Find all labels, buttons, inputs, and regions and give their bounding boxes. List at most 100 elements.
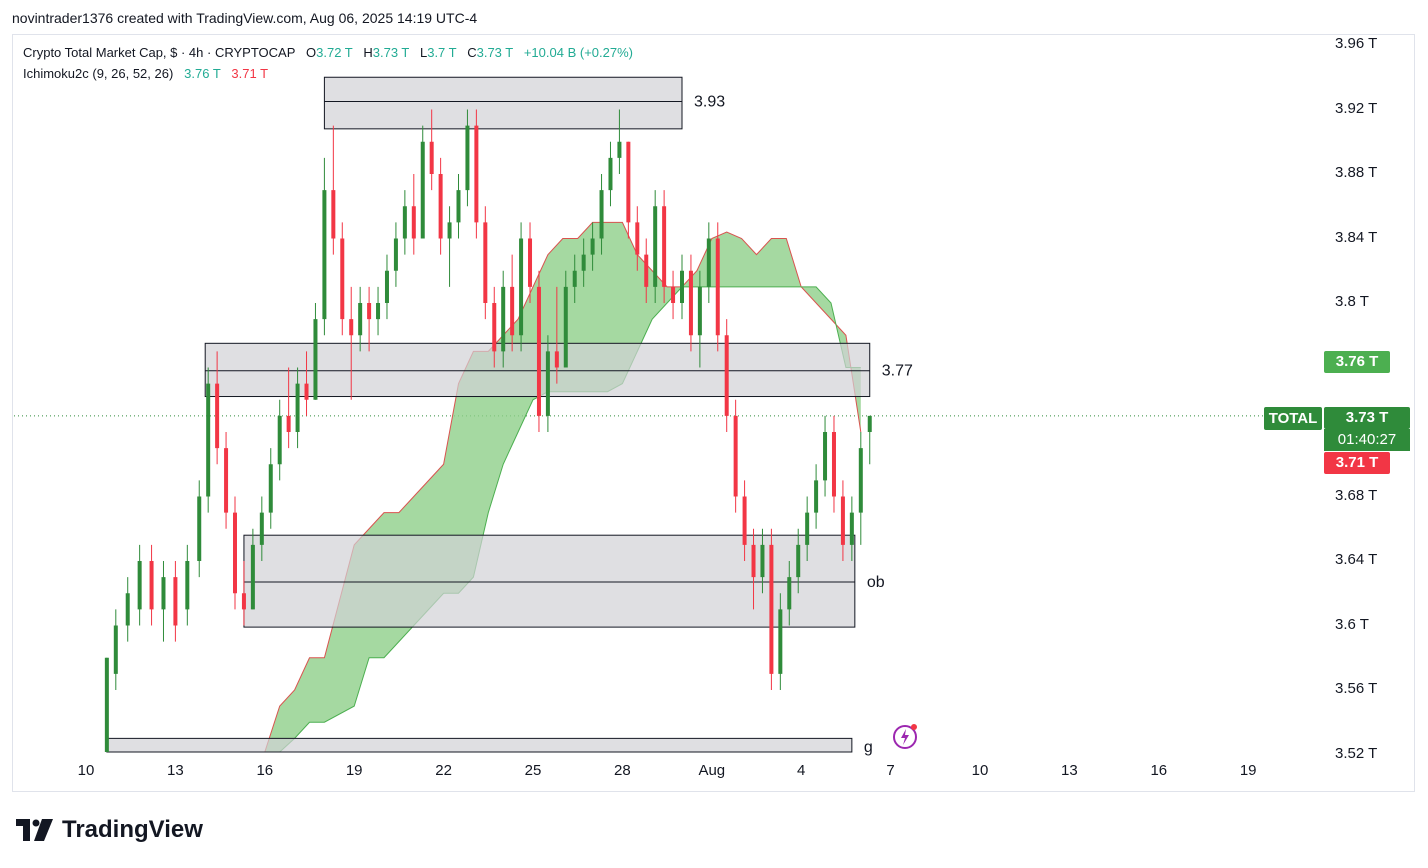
tradingview-logo[interactable]: TradingView — [16, 816, 203, 844]
close-label: C — [467, 45, 477, 60]
candle-58 — [644, 238, 649, 303]
candle-47 — [545, 335, 550, 432]
price-axis-label: 3.6 T — [1335, 615, 1369, 633]
candle-64 — [697, 270, 702, 368]
candle-72 — [769, 528, 774, 690]
candle-body — [295, 383, 300, 432]
candle-5 — [161, 561, 166, 642]
candle-body — [456, 190, 461, 223]
candle-62 — [680, 254, 684, 320]
lightning-icon[interactable] — [892, 722, 920, 750]
candle-body — [224, 448, 229, 513]
candle-body — [215, 383, 220, 449]
candle-body — [474, 125, 479, 223]
candle-body — [331, 190, 336, 239]
candle-38 — [465, 109, 470, 207]
candle-body — [429, 141, 434, 174]
candle-83 — [867, 415, 872, 465]
candle-body — [581, 254, 586, 271]
candles-layer — [104, 109, 872, 752]
candle-65 — [706, 222, 711, 303]
symbol-legend[interactable]: Crypto Total Market Cap, $ · 4h · CRYPTO… — [23, 45, 633, 60]
price-axis-label: 3.8 T — [1335, 293, 1369, 310]
candle-body — [724, 335, 729, 416]
candle-body — [206, 383, 211, 497]
candle-60 — [662, 190, 667, 303]
candle-34 — [429, 109, 434, 191]
candle-body — [680, 270, 684, 303]
candle-body — [733, 415, 738, 497]
symbol-tag: TOTAL — [1264, 407, 1322, 430]
zone-box-3 — [106, 737, 853, 753]
candle-body — [447, 222, 452, 239]
candle-body — [814, 480, 819, 513]
candle-body — [688, 270, 693, 336]
candle-body — [173, 577, 178, 626]
candle-32 — [411, 174, 416, 255]
candle-45 — [528, 222, 533, 303]
candle-10 — [215, 351, 220, 465]
candle-body — [769, 544, 774, 674]
candle-11 — [224, 432, 229, 529]
candle-23 — [331, 125, 336, 255]
candle-body — [554, 351, 559, 368]
candle-57 — [635, 206, 640, 271]
candle-body — [367, 303, 372, 320]
candle-15 — [259, 496, 264, 561]
candle-body — [662, 206, 667, 287]
candle-body — [483, 222, 488, 303]
candle-24 — [340, 222, 345, 336]
candle-17 — [277, 399, 282, 481]
time-axis-label: 28 — [614, 762, 631, 779]
candle-35 — [438, 157, 443, 255]
candle-body — [751, 544, 756, 578]
candle-body — [393, 238, 398, 271]
span-b-price-tag: 3.71 T — [1324, 452, 1390, 474]
price-axis-label: 3.84 T — [1335, 228, 1378, 246]
candle-13 — [241, 561, 246, 626]
candle-body — [113, 625, 118, 674]
chart-frame — [12, 34, 1415, 792]
candle-61 — [671, 270, 676, 320]
candle-3 — [137, 544, 142, 626]
candle-55 — [617, 109, 622, 174]
time-axis-label: 22 — [435, 762, 452, 779]
candle-75 — [796, 528, 801, 594]
indicator-legend[interactable]: Ichimoku2c (9, 26, 52, 26) 3.76 T 3.71 T — [23, 66, 268, 81]
candle-body — [671, 286, 676, 303]
candle-28 — [376, 286, 381, 336]
candle-16 — [268, 448, 273, 529]
candle-51 — [581, 238, 586, 287]
time-axis-label: 16 — [256, 762, 274, 779]
candle-0 — [104, 657, 109, 752]
price-axis-label: 3.88 T — [1335, 164, 1378, 181]
price-axis-label: 3.52 T — [1335, 744, 1378, 762]
zone-label-2: ob — [867, 574, 885, 591]
candle-19 — [295, 367, 300, 449]
zone-label-3: g — [864, 739, 873, 756]
candle-body — [778, 609, 783, 674]
candle-body — [137, 561, 142, 610]
candle-37 — [456, 174, 461, 239]
candle-body — [501, 286, 506, 352]
bar-countdown: 01:40:27 — [1324, 429, 1410, 451]
candle-52 — [590, 222, 595, 271]
candle-41 — [492, 286, 497, 368]
tradingview-logo-text: TradingView — [62, 816, 203, 843]
candle-body — [250, 544, 255, 610]
candle-39 — [474, 109, 479, 239]
candle-body — [823, 432, 828, 481]
candle-67 — [724, 319, 729, 432]
candle-body — [572, 270, 577, 287]
span-a-price-tag: 3.76 T — [1324, 351, 1390, 373]
price-axis-label: 3.96 T — [1335, 35, 1378, 52]
candle-body — [519, 238, 524, 336]
candle-body — [644, 254, 649, 287]
ichimoku-cloud-layer — [205, 221, 862, 753]
candle-78 — [823, 415, 828, 497]
low-label: L — [419, 45, 428, 60]
candle-body — [197, 496, 202, 561]
candle-body — [787, 577, 792, 610]
time-axis-label: 7 — [886, 762, 895, 779]
